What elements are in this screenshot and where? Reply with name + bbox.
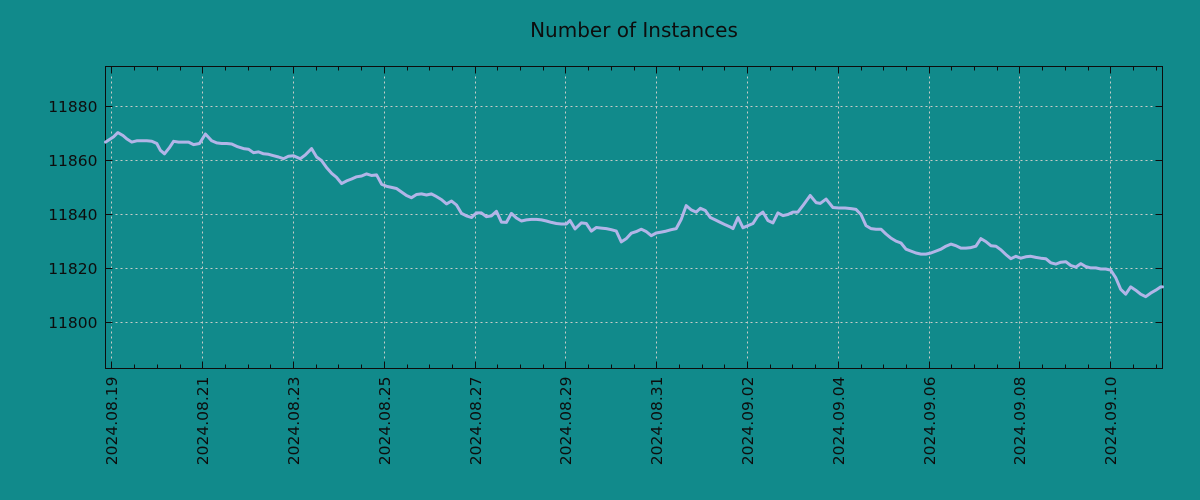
x-tick-label: 2024.09.06 (921, 377, 939, 466)
x-tick-label: 2024.08.21 (194, 377, 212, 466)
plot-border (105, 66, 1163, 369)
y-tick-label: 11860 (48, 152, 97, 170)
x-tick-label: 2024.08.27 (467, 377, 485, 466)
x-tick-label: 2024.09.10 (1102, 377, 1120, 466)
y-tick-label: 11800 (48, 314, 97, 332)
y-tick-label: 11820 (48, 260, 97, 278)
y-tick-label: 11880 (48, 98, 97, 116)
x-tick-label: 2024.09.08 (1011, 377, 1029, 466)
x-tick-label: 2024.09.04 (830, 377, 848, 466)
x-tick-label: 2024.08.29 (557, 377, 575, 466)
x-tick-label: 2024.09.02 (739, 377, 757, 466)
gridlines (105, 66, 1163, 369)
x-tick-label: 2024.08.23 (285, 377, 303, 466)
x-tick-label: 2024.08.25 (376, 377, 394, 466)
data-line (104, 131, 1164, 299)
x-tick-label: 2024.08.19 (103, 377, 121, 466)
axis-tick-labels: 11800 11820 11840 11860 11880 2024.08.19 2024.… (48, 98, 1120, 465)
x-tick-label: 2024.08.31 (648, 377, 666, 466)
chart-title: Number of Instances (530, 18, 738, 42)
y-tick-label: 11840 (48, 206, 97, 224)
axis-ticks (105, 66, 1163, 369)
